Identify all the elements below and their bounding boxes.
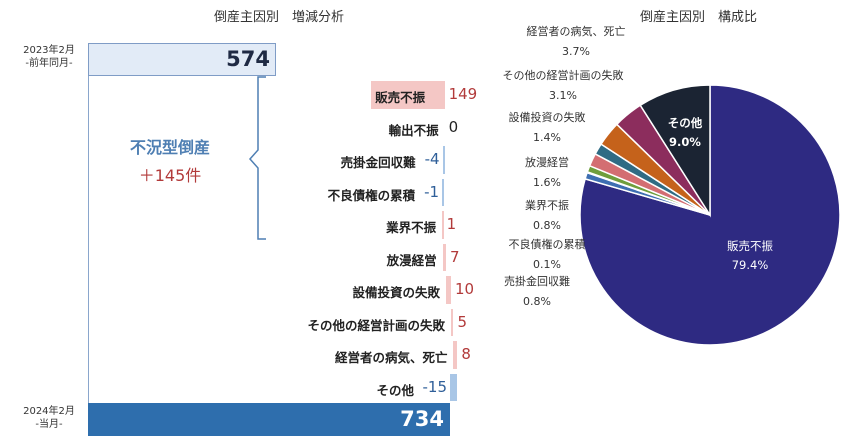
curr-period-date: 2024年2月 — [23, 406, 75, 417]
pie-label-sonota-name: その他 — [668, 116, 703, 130]
pie-label-gyokai-value: 0.8% — [533, 219, 561, 232]
left-chart-title: 倒産主因別 増減分析 — [214, 10, 345, 25]
pie-label-sonota-keikaku-name: その他の経営計画の失敗 — [502, 69, 624, 82]
pie-label-furyo: 不良債権の累積 0.1% — [487, 235, 607, 275]
prev-period-label: 2023年2月 -前年同月- — [18, 44, 80, 70]
pie-label-keiei-byoki: 経営者の病気、死亡 3.7% — [506, 22, 646, 62]
waterfall-bar — [442, 178, 445, 206]
waterfall-value-label: 1 — [446, 215, 457, 233]
waterfall-value-label: -15 — [422, 377, 448, 396]
waterfall-value-label: -4 — [424, 150, 440, 168]
prev-period-caption: -前年同月- — [25, 58, 73, 69]
waterfall-category-label: 経営者の病気、死亡 — [334, 350, 448, 365]
right-chart-title: 倒産主因別 構成比 — [640, 10, 758, 25]
pie-label-gyokai-name: 業界不振 — [525, 199, 569, 212]
prev-total-bar — [88, 43, 276, 76]
waterfall-value-label: 7 — [450, 247, 460, 266]
pie-label-sonota-value: 9.0% — [669, 135, 701, 149]
pie-label-furyo-name: 不良債権の累積 — [508, 238, 586, 251]
pie-label-homan-value: 1.6% — [533, 176, 561, 189]
pie-chart: 販売不振 79.4% その他 9.0% — [579, 84, 841, 346]
group-value: ＋145件 — [138, 166, 202, 185]
curr-total-bar — [88, 403, 450, 436]
waterfall-category-label: 放漫経営 — [386, 252, 437, 268]
group-title: 不況型倒産 — [129, 138, 210, 157]
pie-label-furyo-value: 0.1% — [533, 258, 561, 271]
pie-label-setsubi-value: 1.4% — [533, 131, 561, 144]
waterfall-frame-left — [88, 76, 89, 404]
waterfall-value-label: 10 — [454, 280, 475, 298]
pie-label-setsubi: 設備投資の失敗 1.4% — [487, 108, 607, 148]
waterfall-category-label: 不良債権の累積 — [327, 187, 416, 203]
waterfall-bar — [450, 373, 458, 401]
pie-label-homan-name: 放漫経営 — [525, 156, 569, 169]
pie-label-hanbai-name: 販売不振 — [727, 239, 773, 253]
waterfall-bar — [446, 276, 451, 304]
pie-slice — [639, 84, 711, 218]
waterfall-bar — [442, 243, 447, 271]
waterfall-value-label: 8 — [461, 345, 471, 363]
pie-label-keiei-byoki-value: 3.7% — [562, 45, 590, 58]
pie-slice — [579, 84, 841, 346]
prev-period-date: 2023年2月 — [23, 45, 75, 56]
waterfall-category-label: 設備投資の失敗 — [352, 285, 441, 300]
pie-label-setsubi-name: 設備投資の失敗 — [508, 111, 586, 124]
waterfall-category-label: その他 — [376, 382, 414, 398]
waterfall-value-label: 149 — [448, 85, 478, 103]
pie-label-homan: 放漫経営 1.6% — [497, 153, 597, 193]
waterfall-category-label: 輸出不振 — [388, 122, 439, 138]
waterfall-category-label: 販売不振 — [375, 90, 426, 105]
waterfall-bar — [442, 146, 445, 174]
waterfall-category-label: その他の経営計画の失敗 — [307, 317, 445, 333]
waterfall-value-label: 0 — [448, 117, 459, 136]
waterfall-bar — [442, 211, 445, 239]
pie-label-hanbai-value: 79.4% — [732, 258, 769, 272]
pie-label-sonota-keikaku: その他の経営計画の失敗 3.1% — [488, 66, 638, 106]
waterfall-value-label: 5 — [457, 312, 467, 331]
pie-label-urikake: 売掛金回収難 0.8% — [487, 272, 587, 312]
pie-label-sonota-keikaku-value: 3.1% — [549, 89, 577, 102]
waterfall-category-label: 業界不振 — [386, 220, 437, 235]
waterfall-bar — [450, 308, 454, 336]
waterfall-bar — [371, 81, 445, 109]
waterfall-value-label: -1 — [424, 182, 440, 201]
pie-label-keiei-byoki-name: 経営者の病気、死亡 — [526, 25, 626, 38]
waterfall-bar — [453, 341, 458, 369]
pie-label-urikake-value: 0.8% — [523, 295, 551, 308]
curr-period-caption: -当月- — [35, 419, 63, 430]
prev-total-value: 574 — [226, 47, 270, 71]
group-bracket — [248, 76, 266, 240]
curr-period-label: 2024年2月 -当月- — [18, 405, 80, 431]
curr-total-value: 734 — [400, 407, 444, 431]
pie-label-urikake-name: 売掛金回収難 — [504, 275, 570, 288]
waterfall-category-label: 売掛金回収難 — [340, 155, 416, 170]
pie-label-gyokai: 業界不振 0.8% — [497, 196, 597, 236]
